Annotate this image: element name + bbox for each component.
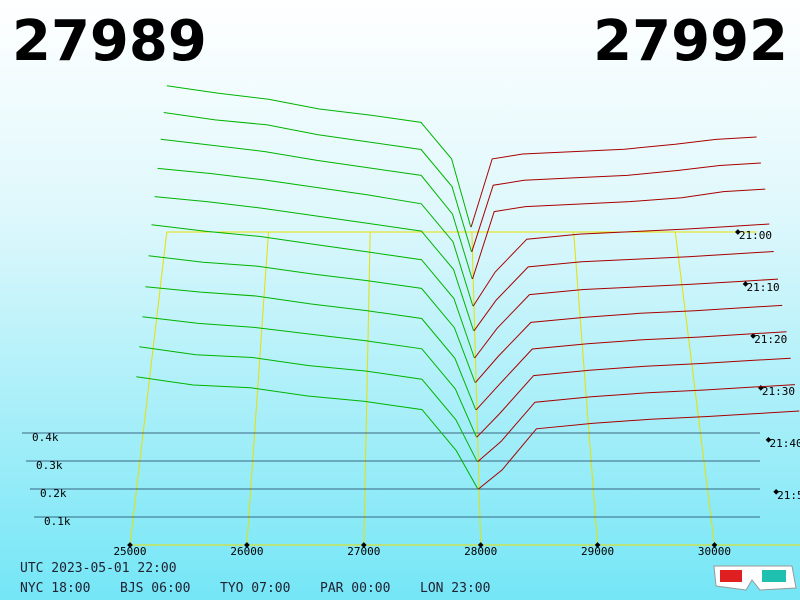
city-time: NYC 18:00 <box>20 581 90 596</box>
tick-marker <box>594 542 601 548</box>
ask-depth-line <box>472 188 766 280</box>
x-tick-label: 30000 <box>698 545 731 558</box>
tick-marker <box>360 542 367 548</box>
tick-marker <box>742 281 749 287</box>
grid-line <box>129 231 168 546</box>
ask-depth-line <box>471 162 761 252</box>
glasses-icon <box>713 565 797 591</box>
ask-price: 27992 <box>593 9 788 74</box>
ask-depth-line <box>473 251 774 332</box>
ask-depth-line <box>475 304 783 383</box>
ask-depth-line <box>477 410 800 490</box>
tick-marker <box>773 488 779 495</box>
bid-depth-line <box>160 138 473 280</box>
city-time: TYO 07:00 <box>220 581 290 596</box>
x-tick-label: 26000 <box>230 545 263 558</box>
bid-depth-line <box>139 346 478 462</box>
grid-line <box>471 231 482 546</box>
tick-marker <box>711 542 718 548</box>
grid-line <box>674 231 715 546</box>
ask-depth-line <box>476 357 791 438</box>
tick-marker <box>735 229 741 235</box>
grid-line <box>363 231 371 546</box>
time-label: 21:00 <box>739 229 772 242</box>
y-tick-label: 0.4k <box>32 431 59 444</box>
bid-depth-line <box>145 286 477 411</box>
ask-depth-line <box>474 278 779 359</box>
tick-marker <box>750 333 757 339</box>
utc-time: UTC 2023-05-01 22:00 <box>20 561 177 576</box>
time-label: 21:20 <box>754 333 787 346</box>
bid-depth-line <box>166 85 472 228</box>
bid-price: 27989 <box>12 9 207 74</box>
bid-depth-line <box>136 376 479 490</box>
ask-depth-line <box>470 136 757 228</box>
y-tick-label: 0.3k <box>36 459 63 472</box>
bid-depth-line <box>157 167 474 307</box>
tick-marker <box>244 542 250 548</box>
y-tick-label: 0.1k <box>44 515 71 528</box>
bid-depth-line <box>142 316 477 438</box>
ask-depth-line <box>472 223 770 307</box>
x-tick-label: 29000 <box>581 545 614 558</box>
city-time: BJS 06:00 <box>120 581 190 596</box>
x-tick-label: 25000 <box>113 545 146 558</box>
city-time: PAR 00:00 <box>320 581 390 596</box>
x-tick-label: 28000 <box>464 545 497 558</box>
tick-marker <box>127 542 133 548</box>
time-label: 21:40 <box>769 437 800 450</box>
grid-line <box>573 231 599 546</box>
x-tick-label: 27000 <box>347 545 380 558</box>
time-label: 21:10 <box>747 281 780 294</box>
city-time: LON 23:00 <box>420 581 490 596</box>
bid-depth-line <box>151 224 475 359</box>
ask-depth-line <box>475 331 787 411</box>
y-tick-label: 0.2k <box>40 487 67 500</box>
tick-marker <box>765 437 772 443</box>
bid-depth-line <box>154 196 475 331</box>
city-times: NYC 18:00 BJS 06:00 TYO 07:00 PAR 00:00 LON … <box>20 581 490 596</box>
ask-depth-line <box>477 384 796 463</box>
time-label: 21:30 <box>762 385 795 398</box>
tick-marker <box>477 542 484 548</box>
plot: 25000 26000 27000 28000 29000 30000 0.1k 0.2k 0.… <box>22 85 800 558</box>
bid-depth-line <box>148 255 476 383</box>
bid-depth-line <box>163 112 472 252</box>
time-label: 21:50 <box>777 489 800 502</box>
